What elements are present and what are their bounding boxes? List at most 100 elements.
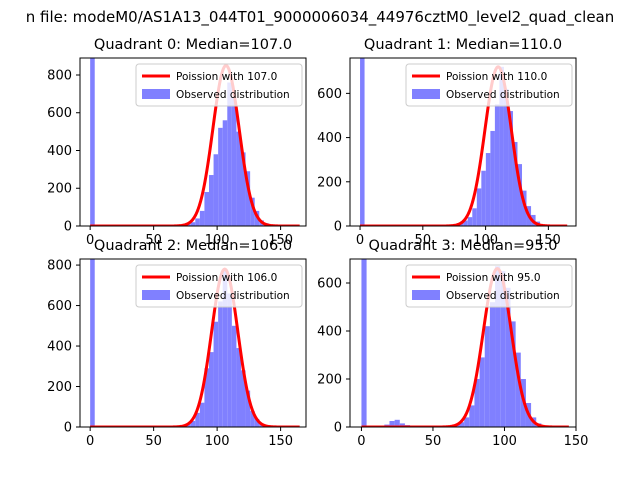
x-tick-label: 100 xyxy=(205,434,230,449)
histogram-bar xyxy=(218,301,223,427)
subplot-3: 0 50 100 150 0 200 400 600 Quadrant 3: Median=95… xyxy=(317,238,588,449)
legend-swatch-patch xyxy=(412,290,440,300)
histogram-bar xyxy=(222,120,228,226)
histogram-bar xyxy=(512,142,518,226)
y-tick-label: 600 xyxy=(47,106,72,121)
plot-area xyxy=(361,259,569,427)
histogram-bar xyxy=(245,390,251,427)
histogram-bar xyxy=(231,97,237,226)
histogram-bar xyxy=(389,421,395,427)
plot-area xyxy=(360,58,568,226)
y-tick-label: 400 xyxy=(317,325,342,340)
histogram-bar xyxy=(213,154,219,226)
x-tick-label: 100 xyxy=(492,434,517,449)
legend-label: Observed distribution xyxy=(176,89,290,101)
axes-frame xyxy=(79,258,307,428)
legend: Poission with 95.0 Observed distribution xyxy=(405,264,573,308)
histogram-bar xyxy=(204,368,209,427)
subplot-title: Quadrant 0: Median=107.0 xyxy=(94,37,292,53)
legend-swatch-patch xyxy=(142,89,170,99)
histogram-bar xyxy=(208,352,214,427)
histogram-bar xyxy=(510,321,516,427)
histogram-bar xyxy=(495,266,501,427)
x-tick-label: 50 xyxy=(415,233,432,248)
histogram-bar xyxy=(472,208,477,226)
legend: Poission with 107.0 Observed distribution xyxy=(135,63,303,107)
histogram-bar xyxy=(503,88,509,226)
y-tick-label: 400 xyxy=(47,340,72,355)
histogram-bar xyxy=(481,170,486,226)
histogram-bar xyxy=(240,370,246,427)
x-tick-label: 0 xyxy=(357,434,365,449)
histogram-bar xyxy=(190,222,196,226)
x-tick-label: 50 xyxy=(145,233,162,248)
histogram-bar xyxy=(208,175,214,226)
x-tick-label: 150 xyxy=(268,434,293,449)
histogram-bar xyxy=(489,302,496,427)
histogram-bar xyxy=(508,111,513,226)
x-tick-label: 0 xyxy=(86,233,94,248)
x-tick-label: 50 xyxy=(425,434,442,449)
histogram-bar xyxy=(236,348,241,427)
histogram-bar xyxy=(399,423,405,427)
histogram-bar xyxy=(469,405,475,427)
y-tick-label: 600 xyxy=(317,277,342,292)
histogram-bar xyxy=(218,127,223,226)
histogram-bar xyxy=(476,188,482,226)
y-tick-label: 400 xyxy=(47,144,72,159)
y-tick-label: 600 xyxy=(47,299,72,314)
legend-label: Poission with 95.0 xyxy=(446,272,541,284)
subplot-0: 0 50 100 150 0 200 400 600 800 Quadrant 0: Median… xyxy=(47,37,307,248)
histogram-bar xyxy=(186,423,191,427)
histogram-bar xyxy=(464,417,470,427)
y-tick-label: 600 xyxy=(317,87,342,102)
x-tick-label: 100 xyxy=(473,233,498,248)
histogram-bar xyxy=(505,287,511,427)
histogram-bar xyxy=(195,218,200,226)
histogram-bar xyxy=(467,217,473,226)
histogram-bar xyxy=(90,259,95,427)
x-tick-label: 150 xyxy=(564,434,589,449)
subplot-2: 0 50 100 150 0 200 400 600 800 Quadrant 2: Median… xyxy=(47,238,307,449)
histogram-bar xyxy=(90,58,95,226)
histogram-bar xyxy=(213,321,219,427)
axes-frame xyxy=(349,57,577,227)
histogram-bar xyxy=(479,357,485,427)
legend-swatch-patch xyxy=(142,290,170,300)
legend: Poission with 110.0 Observed distribution xyxy=(405,63,573,107)
histogram-bar xyxy=(227,82,232,226)
y-tick-label: 200 xyxy=(47,380,72,395)
histogram-bar xyxy=(204,192,209,226)
legend-label: Observed distribution xyxy=(446,290,560,302)
plot-area xyxy=(90,259,300,427)
histogram-bar xyxy=(240,152,246,226)
legend-label: Poission with 110.0 xyxy=(446,71,547,83)
y-tick-label: 400 xyxy=(317,131,342,146)
histogram-bar xyxy=(250,197,255,226)
histogram-bar xyxy=(485,153,491,226)
histogram-bar xyxy=(227,293,232,427)
y-tick-label: 0 xyxy=(334,220,342,235)
histogram-bar xyxy=(231,325,237,427)
legend-swatch-patch xyxy=(412,89,440,99)
histogram-bar xyxy=(186,224,191,226)
histogram-bar xyxy=(195,412,200,427)
poisson-curve xyxy=(360,65,568,226)
histogram-bar xyxy=(500,271,506,427)
x-tick-label: 50 xyxy=(145,434,162,449)
subplot-title: Quadrant 1: Median=110.0 xyxy=(364,37,562,53)
histogram-bar xyxy=(222,269,228,427)
histogram-bar xyxy=(360,58,365,226)
histogram-bar xyxy=(199,210,205,226)
plot-area xyxy=(90,58,300,226)
histogram-bar xyxy=(499,66,504,226)
histogram-bar xyxy=(245,171,251,226)
histogram-bar xyxy=(494,104,500,226)
histogram-bar xyxy=(199,402,205,427)
subplot-title: Quadrant 2: Median=106.0 xyxy=(94,238,292,254)
y-tick-label: 0 xyxy=(64,220,72,235)
legend-label: Observed distribution xyxy=(176,290,290,302)
histogram-bar xyxy=(458,422,465,427)
poisson-curve xyxy=(361,267,569,427)
